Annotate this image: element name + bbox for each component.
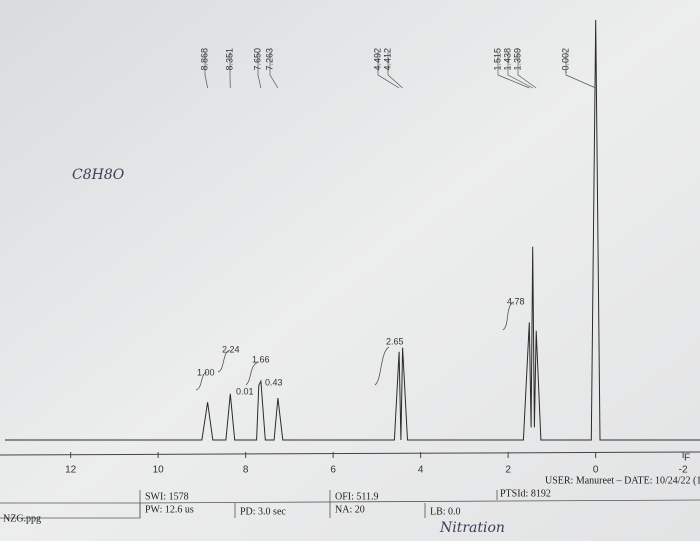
peak-connector <box>565 52 596 89</box>
edge-text: F <box>684 453 690 464</box>
param: NA: 20 <box>335 504 365 515</box>
x-tick-label: 10 <box>153 465 165 476</box>
peak-label: 7.263 <box>264 48 274 71</box>
peak-label: -0.002 <box>560 48 570 74</box>
peak-label: 8.868 <box>199 48 209 71</box>
peak-label: 8.351 <box>224 48 234 71</box>
peak-label: 7.650 <box>252 48 262 71</box>
x-tick-label: -2 <box>679 465 688 476</box>
integral-curves <box>195 301 515 391</box>
peak-connector <box>387 52 403 89</box>
param: PW: 12.6 us <box>145 504 194 515</box>
param: PD: 3.0 sec <box>240 506 286 517</box>
x-tick-label: 2 <box>505 465 511 476</box>
file-name: NZG.ppg <box>3 513 41 524</box>
peak-connector <box>507 52 533 89</box>
integral-label: 2.24 <box>222 344 240 354</box>
peak-connector <box>377 52 400 89</box>
integral-label: 4.78 <box>507 296 525 306</box>
peak-label: 1.515 <box>492 48 502 71</box>
integral-label: 1.00 <box>197 367 215 377</box>
peak-label: 4.492 <box>372 48 382 71</box>
peak-label: 1.359 <box>512 48 522 71</box>
x-tick-label: 0 <box>593 465 599 476</box>
integral-label: 0.43 <box>265 377 283 387</box>
x-axis <box>0 451 700 456</box>
peak-connector <box>269 52 279 89</box>
peak-label: 4.412 <box>382 48 392 71</box>
x-tick-label: 8 <box>243 465 249 476</box>
integral-label: 1.66 <box>252 354 270 364</box>
x-tick-label: 4 <box>418 465 424 476</box>
x-tick-label: 6 <box>330 465 336 476</box>
param: USER: Manureet – DATE: 10/24/22 (12 <box>545 475 700 486</box>
peak-connector <box>497 52 530 89</box>
peak-connector <box>517 52 537 89</box>
param: OFI: 511.9 <box>335 491 379 502</box>
integral-label: 2.65 <box>386 336 404 346</box>
formula: C8H8O <box>72 167 125 183</box>
x-tick-label: 12 <box>65 465 77 476</box>
param: LB: 0.0 <box>430 506 461 517</box>
peak-connector <box>257 52 262 89</box>
peak-label: 1.438 <box>502 48 512 71</box>
integral-label: 0.01 <box>236 386 254 396</box>
peak-connector <box>204 52 208 89</box>
footer-boxes <box>0 490 700 519</box>
param: PTSId: 8192 <box>500 488 551 499</box>
note: Nitration <box>439 520 505 536</box>
param: SWI: 1578 <box>145 491 189 502</box>
spectrum-line <box>5 19 700 441</box>
